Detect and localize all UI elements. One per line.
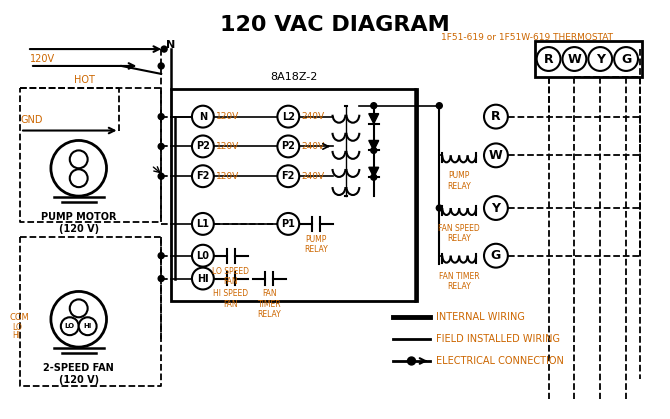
- Circle shape: [70, 150, 88, 168]
- Text: L0: L0: [196, 251, 210, 261]
- Text: P2: P2: [281, 142, 295, 151]
- Text: 8A18Z-2: 8A18Z-2: [271, 72, 318, 82]
- Circle shape: [192, 245, 214, 266]
- Circle shape: [78, 317, 96, 335]
- Circle shape: [158, 276, 164, 282]
- Text: FIELD INSTALLED WIRING: FIELD INSTALLED WIRING: [436, 334, 560, 344]
- Text: 240V: 240V: [302, 112, 324, 121]
- Text: 120V: 120V: [216, 142, 239, 151]
- Circle shape: [158, 114, 164, 119]
- Circle shape: [51, 140, 107, 196]
- Text: 2-SPEED FAN
(120 V): 2-SPEED FAN (120 V): [44, 363, 114, 385]
- Text: P1: P1: [281, 219, 295, 229]
- Circle shape: [192, 213, 214, 235]
- Text: HI SPEED
FAN: HI SPEED FAN: [213, 290, 249, 309]
- Text: FAN SPEED
RELAY: FAN SPEED RELAY: [438, 224, 480, 243]
- Circle shape: [70, 169, 88, 187]
- Circle shape: [192, 268, 214, 290]
- Text: GND: GND: [20, 114, 43, 124]
- Text: LO: LO: [12, 323, 22, 332]
- Circle shape: [588, 47, 612, 71]
- Text: Y: Y: [596, 52, 605, 65]
- Circle shape: [407, 357, 415, 365]
- Text: W: W: [489, 149, 502, 162]
- Circle shape: [192, 135, 214, 158]
- Text: ELECTRICAL CONNECTION: ELECTRICAL CONNECTION: [436, 356, 564, 366]
- Text: FAN
TIMER
RELAY: FAN TIMER RELAY: [257, 290, 281, 319]
- Text: PUMP
RELAY: PUMP RELAY: [304, 235, 328, 254]
- Bar: [171, 89, 417, 301]
- Text: PUMP MOTOR
(120 V): PUMP MOTOR (120 V): [41, 212, 117, 233]
- Circle shape: [158, 253, 164, 259]
- Circle shape: [277, 213, 299, 235]
- Text: W: W: [567, 52, 582, 65]
- Text: 1F51-619 or 1F51W-619 THERMOSTAT: 1F51-619 or 1F51W-619 THERMOSTAT: [441, 33, 613, 42]
- Circle shape: [158, 173, 164, 179]
- Text: R: R: [491, 110, 500, 123]
- Text: 120V: 120V: [216, 112, 239, 121]
- Polygon shape: [369, 140, 379, 150]
- Circle shape: [484, 143, 508, 167]
- Circle shape: [192, 106, 214, 127]
- Text: INTERNAL WIRING: INTERNAL WIRING: [436, 312, 525, 322]
- Circle shape: [371, 147, 377, 153]
- Text: 240V: 240V: [302, 172, 324, 181]
- Text: 240V: 240V: [302, 142, 324, 151]
- Circle shape: [614, 47, 638, 71]
- Text: N: N: [199, 111, 207, 122]
- Circle shape: [484, 244, 508, 268]
- Text: G: G: [491, 249, 501, 262]
- Circle shape: [61, 317, 78, 335]
- Circle shape: [192, 165, 214, 187]
- Circle shape: [436, 103, 442, 109]
- Circle shape: [484, 196, 508, 220]
- Text: Y: Y: [491, 202, 500, 215]
- Circle shape: [563, 47, 586, 71]
- Text: 120V: 120V: [216, 172, 239, 181]
- Polygon shape: [369, 114, 379, 124]
- Circle shape: [484, 105, 508, 129]
- Text: N: N: [166, 40, 176, 50]
- Text: G: G: [621, 52, 631, 65]
- Text: L2: L2: [282, 111, 295, 122]
- Circle shape: [161, 46, 167, 52]
- Text: HI: HI: [197, 274, 208, 284]
- Circle shape: [277, 106, 299, 127]
- Circle shape: [70, 300, 88, 317]
- Text: F2: F2: [281, 171, 295, 181]
- Text: LO: LO: [65, 323, 75, 329]
- Circle shape: [371, 174, 377, 180]
- Text: P2: P2: [196, 142, 210, 151]
- Text: 120 VAC DIAGRAM: 120 VAC DIAGRAM: [220, 16, 450, 35]
- Polygon shape: [369, 167, 379, 177]
- Circle shape: [371, 103, 377, 109]
- Circle shape: [158, 63, 164, 69]
- Text: 120V: 120V: [30, 54, 55, 64]
- Bar: [535, 41, 642, 77]
- Text: FAN TIMER
RELAY: FAN TIMER RELAY: [439, 272, 480, 291]
- Circle shape: [537, 47, 561, 71]
- Text: PUMP
RELAY: PUMP RELAY: [448, 171, 471, 191]
- Text: COM: COM: [9, 313, 29, 322]
- Circle shape: [436, 205, 442, 211]
- Text: HOT: HOT: [74, 75, 95, 85]
- Circle shape: [158, 143, 164, 150]
- Circle shape: [51, 292, 107, 347]
- Text: R: R: [544, 52, 553, 65]
- Text: F2: F2: [196, 171, 210, 181]
- Text: HI: HI: [12, 331, 20, 340]
- Text: L1: L1: [196, 219, 210, 229]
- Text: LO SPEED
FAN: LO SPEED FAN: [212, 266, 249, 286]
- Circle shape: [277, 165, 299, 187]
- Circle shape: [277, 135, 299, 158]
- Text: HI: HI: [84, 323, 92, 329]
